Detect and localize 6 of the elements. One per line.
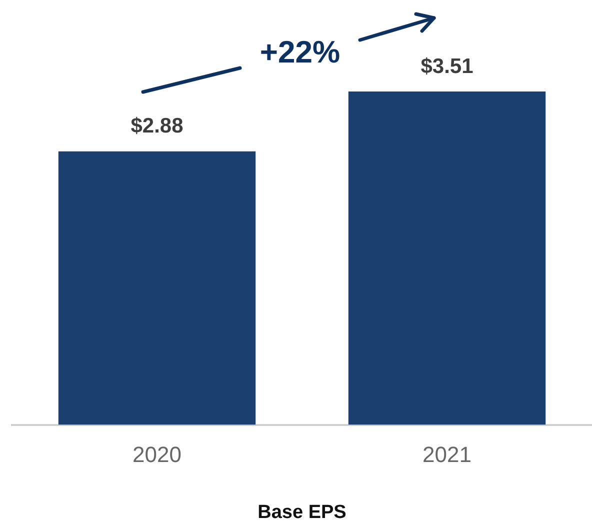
text: +22% <box>260 34 340 70</box>
x-axis-title: Base EPS <box>258 502 346 523</box>
data-label: $3.51 <box>420 54 474 78</box>
x-tick-label: 2021 <box>422 442 472 468</box>
data-label: $2.88 <box>130 114 184 138</box>
x-tick-label: 2020 <box>132 442 182 468</box>
